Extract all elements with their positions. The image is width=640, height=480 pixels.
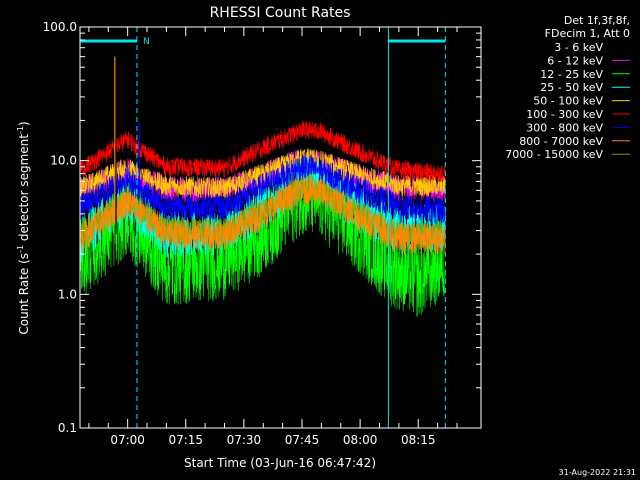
plot-frame [79, 26, 482, 429]
y-tick-label: 10.0 [50, 154, 77, 168]
legend-label: 12 - 25 keV [540, 68, 603, 81]
x-tick-label: 08:15 [401, 433, 436, 447]
y-axis-label: Count Rate (s-1 detector segment-1) [16, 121, 31, 334]
x-axis: 07:00 07:15 07:30 07:45 08:00 08:15 [88, 27, 458, 447]
legend-label: 7000 - 15000 keV [505, 148, 603, 161]
legend-label: 100 - 300 keV [526, 108, 603, 121]
series-line-800-7000-keV [79, 173, 446, 255]
x-tick-label: 07:15 [168, 433, 203, 447]
series-line-100-300-keV [79, 120, 446, 183]
legend-header-line-2: FDecim 1, Att 0 [545, 27, 630, 40]
chart-title: RHESSI Count Rates [210, 5, 351, 21]
y-axis: 0.1 1.0 10.0 100.0 [43, 20, 481, 435]
legend-label: 6 - 12 keV [547, 54, 603, 67]
legend-label: 800 - 7000 keV [519, 135, 603, 148]
y-axis-label-tail: detector segment [17, 134, 31, 245]
series-line-300-800-keV [79, 153, 446, 224]
y-axis-label-main: Count Rate (s [17, 253, 31, 335]
legend-label: 300 - 800 keV [526, 121, 603, 134]
legend-label: 25 - 50 keV [540, 81, 603, 94]
x-tick-label: 07:00 [110, 433, 145, 447]
y-axis-label-sup2: -1 [16, 126, 25, 134]
y-axis-label-end: ) [17, 121, 31, 126]
y-tick-label: 100.0 [43, 20, 77, 34]
y-tick-label: 1.0 [58, 287, 77, 301]
y-tick-label: 0.1 [58, 421, 77, 435]
plot-data-layer [79, 56, 446, 323]
y-axis-label-sup: -1 [16, 245, 25, 253]
flag-label: N [143, 37, 150, 47]
legend: Det 1f,3f,8f, FDecim 1, Att 0 3 - 6 keV6… [505, 14, 630, 161]
x-tick-label: 08:00 [343, 433, 378, 447]
timestamp: 31-Aug-2022 21:31 [559, 468, 636, 477]
x-axis-label: Start Time (03-Jun-16 06:47:42) [184, 456, 376, 470]
x-tick-label: 07:45 [285, 433, 320, 447]
legend-header-line-1: Det 1f,3f,8f, [564, 14, 630, 27]
x-tick-label: 07:30 [227, 433, 262, 447]
legend-label: 3 - 6 keV [554, 41, 603, 54]
legend-label: 50 - 100 keV [533, 95, 603, 108]
